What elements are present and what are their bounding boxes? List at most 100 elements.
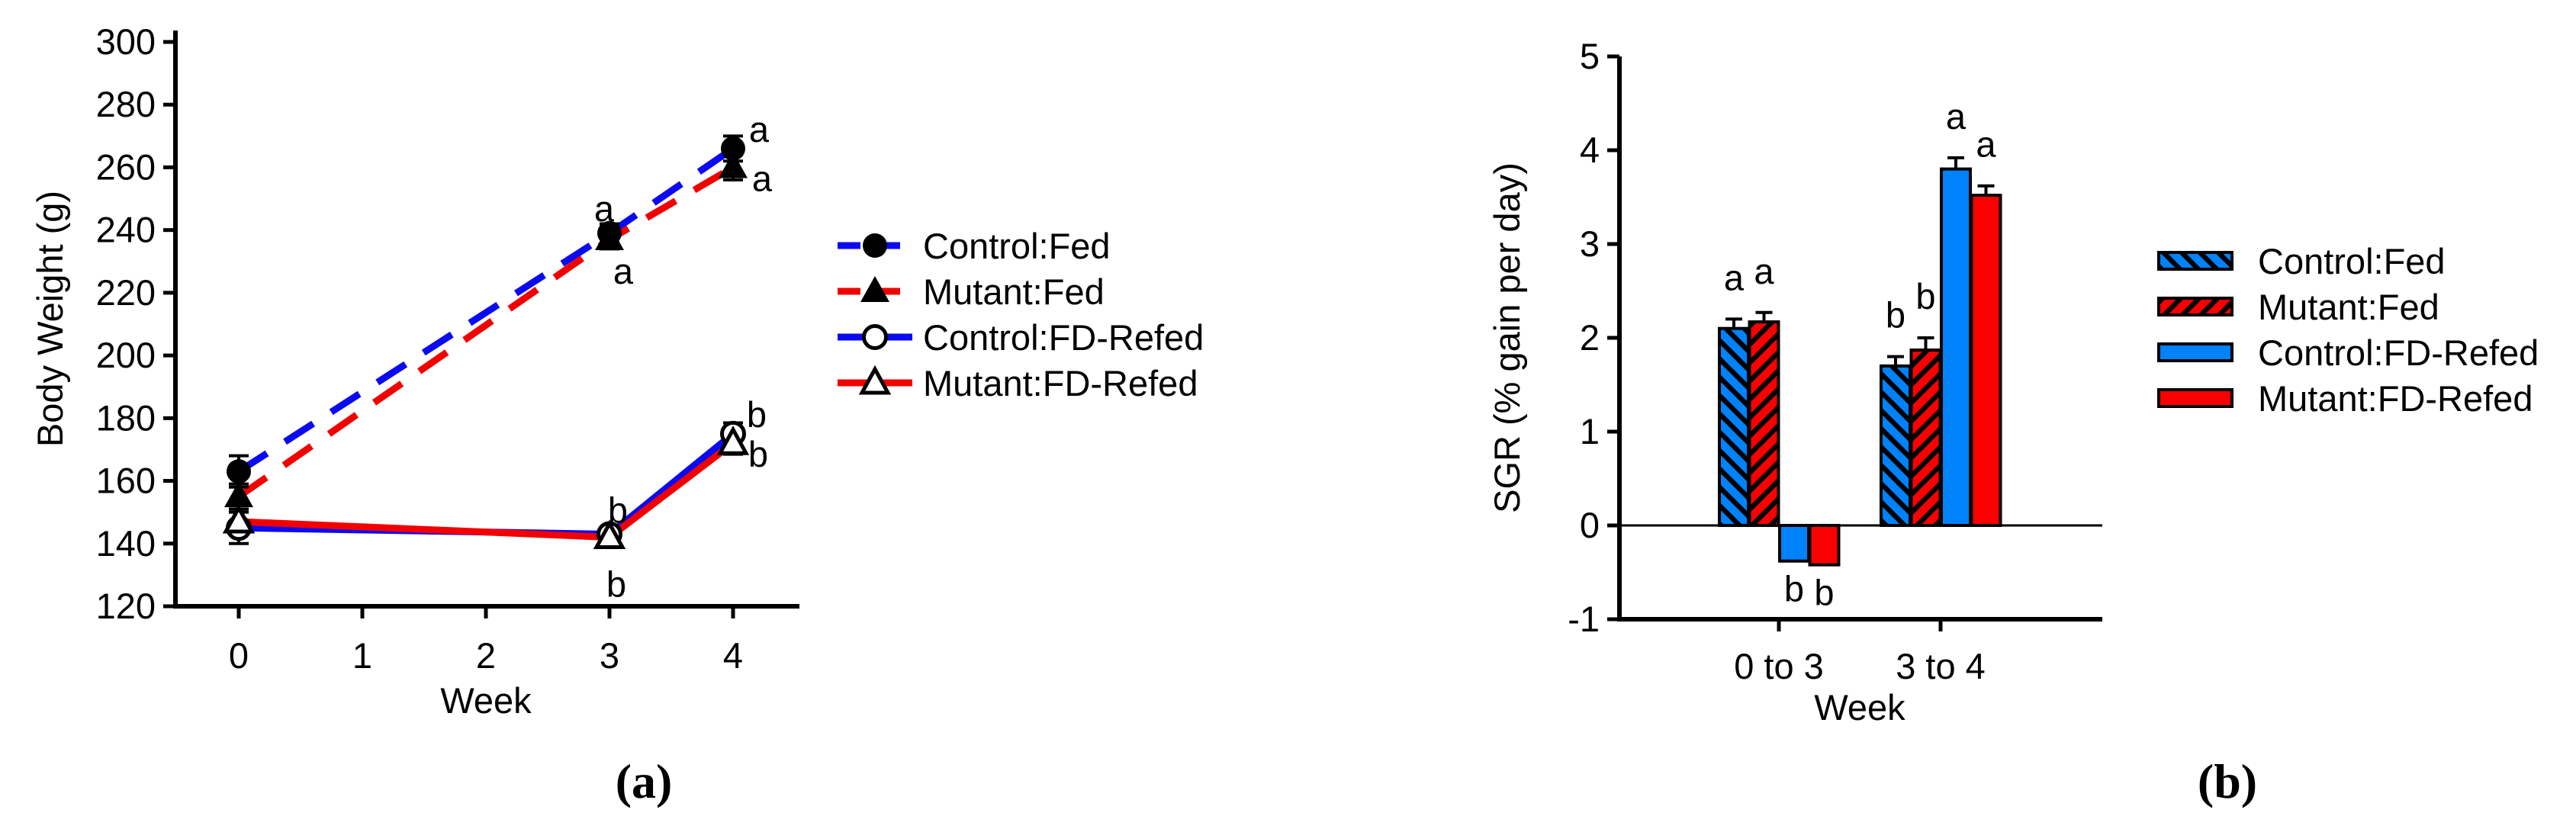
legend-label: Control:FD-Refed bbox=[2258, 332, 2539, 373]
chart-b-y-tick-label: 4 bbox=[1580, 130, 1600, 170]
chart-a-x-tick-label: 0 bbox=[229, 635, 249, 676]
bar-mutant-fd-refed-0-to-3 bbox=[1808, 524, 1841, 567]
legend-row-control-fd-refed: Control:FD-Refed bbox=[2157, 332, 2539, 373]
legend-row-control-fed: Control:Fed bbox=[2157, 241, 2446, 281]
significance-letter: b bbox=[1814, 573, 1834, 613]
legend-swatch-hatch-blue bbox=[2157, 251, 2233, 271]
legend-row-mutant-fd-refed: Mutant:FD-Refed bbox=[2157, 378, 2533, 419]
chart-b-legend: Control:Fed Mutant:Fed Control:FD-Refed Mut… bbox=[2157, 241, 2539, 419]
chart-b-axes bbox=[1617, 56, 2102, 622]
error-bar-mutant-fd-refed bbox=[1977, 184, 1995, 196]
bar-control-fed-3-to-4 bbox=[1880, 364, 1912, 527]
significance-letter: b bbox=[748, 434, 768, 474]
legend-swatch-bar-red bbox=[2157, 388, 2233, 408]
legend-row-mutant-fed: Mutant:Fed bbox=[2157, 287, 2439, 327]
chart-a-x-tick-label: 4 bbox=[723, 635, 743, 676]
legend-label: Control:Fed bbox=[2258, 241, 2446, 281]
legend-open-triangle-icon bbox=[858, 365, 892, 395]
error-bar-control-fed bbox=[1725, 317, 1742, 329]
chart-b-x-axis-title: Week bbox=[1814, 687, 1905, 728]
chart-a-y-tick-label: 160 bbox=[96, 461, 156, 501]
error-bar-control-fd-refed bbox=[1947, 156, 1964, 169]
significance-letter: b bbox=[1784, 569, 1804, 609]
significance-letter: b bbox=[747, 394, 767, 435]
bar-mutant-fd-refed-3-to-4 bbox=[1970, 194, 2002, 527]
significance-letter: b bbox=[608, 490, 628, 530]
chart-a-x-tick-label: 1 bbox=[352, 635, 372, 676]
bar-control-fd-refed-0-to-3 bbox=[1778, 524, 1810, 563]
legend-label: Mutant:FD-Refed bbox=[923, 363, 1198, 403]
chart-a-y-axis-title: Body Weight (g) bbox=[30, 191, 70, 447]
significance-letter: b bbox=[1886, 295, 1905, 336]
significance-letter: a bbox=[613, 251, 634, 291]
significance-letter: a bbox=[749, 109, 770, 149]
open-triangle-marker-mutant-fd-refed bbox=[716, 426, 750, 455]
chart-a-y-tick-label: 220 bbox=[96, 272, 156, 313]
filled-circle-marker-control-fed bbox=[721, 136, 745, 161]
significance-letter: a bbox=[752, 158, 773, 198]
chart-b-y-tick-label: 0 bbox=[1580, 505, 1600, 545]
chart-a-line-plot: Body Weight (g) Week 3002802602402202001… bbox=[30, 21, 1204, 808]
filled-triangle-marker-mutant-fed bbox=[719, 152, 748, 178]
chart-a-y-tick-label: 180 bbox=[96, 397, 156, 438]
legend-swatch-bar-blue bbox=[2157, 342, 2233, 362]
bar-mutant-fed-0-to-3 bbox=[1748, 320, 1780, 527]
error-bar-mutant-fed bbox=[1755, 310, 1773, 323]
bar-control-fed-0-to-3 bbox=[1718, 326, 1750, 527]
error-bar-mutant-fed bbox=[1917, 336, 1934, 350]
bar-control-fd-refed-3-to-4 bbox=[1940, 167, 1972, 527]
chart-a-x-axis-title: Week bbox=[440, 680, 532, 721]
legend-label: Control:Fed bbox=[923, 226, 1111, 266]
chart-b-y-tick-label: 2 bbox=[1580, 317, 1600, 358]
chart-a-y-tick-label: 200 bbox=[96, 335, 156, 375]
open-triangle-marker-mutant-fd-refed bbox=[222, 503, 256, 534]
legend-label: Mutant:FD-Refed bbox=[2258, 378, 2533, 419]
significance-letter: a bbox=[1976, 124, 1996, 165]
legend-swatch-hatch-red bbox=[2157, 297, 2233, 316]
significance-letter: b bbox=[1915, 276, 1935, 316]
significance-letter: a bbox=[1724, 257, 1745, 297]
open-triangle-marker-mutant-fd-refed bbox=[593, 519, 626, 550]
filled-circle-marker-control-fed bbox=[227, 459, 251, 484]
legend-filled-triangle-icon bbox=[860, 276, 889, 302]
legend-row-control-fed: Control:Fed bbox=[838, 226, 1111, 266]
legend-filled-circle-icon bbox=[863, 233, 887, 258]
chart-b-y-tick-label: 1 bbox=[1580, 411, 1600, 451]
chart-a-y-tick-label: 300 bbox=[96, 21, 156, 62]
legend-row-mutant-fd-refed: Mutant:FD-Refed bbox=[838, 363, 1198, 403]
panel-label-a: (a) bbox=[616, 754, 673, 808]
chart-a-y-tick-label: 260 bbox=[96, 146, 156, 187]
chart-b-bar-plot: SGR (% gain per day) Week 5 4 3 2 1 0 -1 0 to 3… bbox=[1487, 36, 2539, 808]
chart-b-x-tick-label: 3 to 4 bbox=[1896, 646, 1986, 686]
chart-b-y-tick-label: 3 bbox=[1580, 223, 1600, 264]
chart-a-y-tick-label: 240 bbox=[96, 210, 156, 250]
significance-letter: a bbox=[594, 188, 615, 229]
error-bar-control-fed bbox=[1887, 355, 1904, 366]
legend-label: Mutant:Fed bbox=[2258, 287, 2439, 327]
chart-a-x-tick-label: 3 bbox=[600, 635, 619, 676]
legend-row-mutant-fed: Mutant:Fed bbox=[838, 271, 1105, 312]
legend-label: Mutant:Fed bbox=[923, 271, 1105, 312]
filled-triangle-marker-mutant-fed bbox=[595, 224, 624, 250]
significance-letter: b bbox=[606, 564, 626, 605]
chart-a-x-tick-label: 2 bbox=[476, 635, 496, 676]
significance-letter: a bbox=[1754, 251, 1774, 291]
filled-triangle-marker-mutant-fed bbox=[224, 481, 253, 508]
chart-a-y-tick-label: 140 bbox=[96, 523, 156, 564]
chart-a-legend: Control:Fed Mutant:Fed Control:FD-Refed Mut… bbox=[838, 226, 1204, 403]
chart-b-y-axis-title: SGR (% gain per day) bbox=[1487, 162, 1527, 513]
chart-b-y-tick-label: 5 bbox=[1580, 36, 1600, 76]
chart-a-y-tick-label: 120 bbox=[96, 586, 156, 626]
legend-label: Control:FD-Refed bbox=[923, 317, 1204, 358]
panel-label-b: (b) bbox=[2198, 754, 2257, 808]
chart-b-y-tick-label: -1 bbox=[1568, 599, 1600, 639]
bar-mutant-fed-3-to-4 bbox=[1909, 348, 1942, 527]
series-line-control-fed bbox=[236, 146, 735, 475]
legend-row-control-fd-refed: Control:FD-Refed bbox=[838, 317, 1204, 358]
chart-a-y-tick-label: 280 bbox=[96, 84, 156, 124]
series-line-mutant-fed bbox=[236, 164, 735, 500]
